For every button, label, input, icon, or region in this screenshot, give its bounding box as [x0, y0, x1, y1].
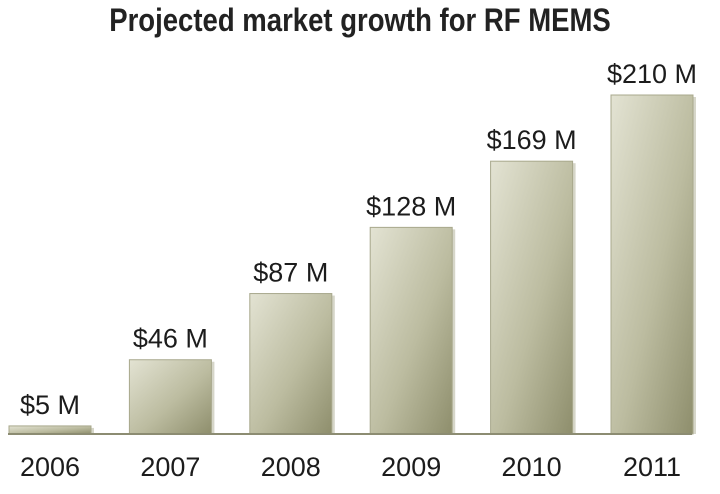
bar-2008 [249, 293, 333, 435]
x-tick-2010: 2010 [502, 452, 562, 482]
x-tick-2008: 2008 [261, 452, 321, 482]
gridlines [22, 75, 700, 333]
x-tick-2007: 2007 [140, 452, 200, 482]
data-label-2010: $169 M [487, 125, 577, 155]
chart-title: Projected market growth for RF MEMS [109, 2, 611, 38]
x-tick-2009: 2009 [381, 452, 441, 482]
bar-2011 [610, 94, 694, 435]
data-label-2006: $5 M [20, 390, 80, 420]
bar-2006 [8, 425, 92, 435]
data-label-2011: $210 M [607, 59, 697, 89]
bars [8, 94, 696, 435]
x-tick-2006: 2006 [20, 452, 80, 482]
x-tick-2011: 2011 [623, 452, 681, 482]
data-label-2009: $128 M [366, 191, 456, 221]
data-label-2008: $87 M [253, 258, 328, 288]
bar-2010 [490, 160, 574, 435]
x-tick-labels: 2006 2007 2008 2009 2010 2011 [20, 452, 681, 482]
data-label-2007: $46 M [133, 324, 208, 354]
data-labels: $5 M $46 M $87 M $128 M $169 M $210 M [20, 59, 697, 420]
bar-2007 [128, 359, 212, 435]
bar-2009 [369, 226, 453, 435]
